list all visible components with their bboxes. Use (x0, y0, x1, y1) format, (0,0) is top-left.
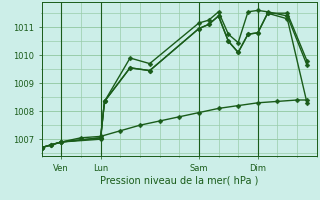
X-axis label: Pression niveau de la mer( hPa ): Pression niveau de la mer( hPa ) (100, 175, 258, 185)
